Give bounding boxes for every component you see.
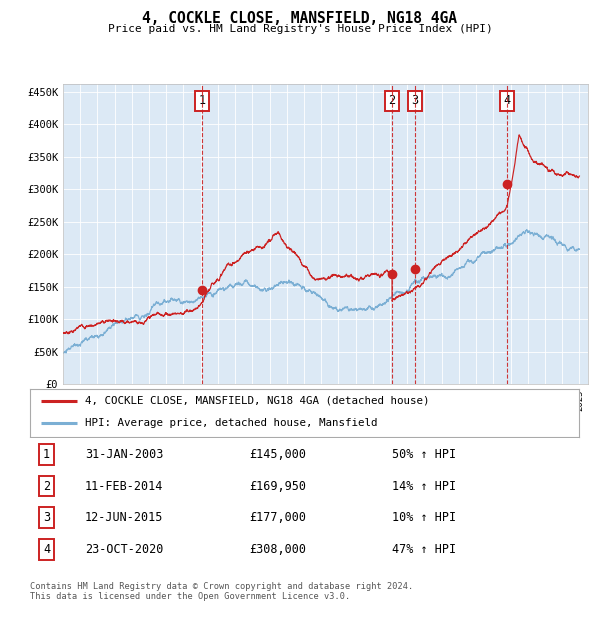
Text: 2: 2 (389, 94, 395, 107)
Text: 14% ↑ HPI: 14% ↑ HPI (392, 479, 457, 492)
Text: 4, COCKLE CLOSE, MANSFIELD, NG18 4GA (detached house): 4, COCKLE CLOSE, MANSFIELD, NG18 4GA (de… (85, 396, 430, 406)
Text: 1: 1 (43, 448, 50, 461)
Text: 12-JUN-2015: 12-JUN-2015 (85, 512, 163, 525)
Text: 2: 2 (43, 479, 50, 492)
Text: 4: 4 (43, 543, 50, 556)
Text: Contains HM Land Registry data © Crown copyright and database right 2024.
This d: Contains HM Land Registry data © Crown c… (30, 582, 413, 601)
Text: £145,000: £145,000 (250, 448, 307, 461)
Text: 1: 1 (199, 94, 206, 107)
Text: 11-FEB-2014: 11-FEB-2014 (85, 479, 163, 492)
Text: 31-JAN-2003: 31-JAN-2003 (85, 448, 163, 461)
Text: 4: 4 (504, 94, 511, 107)
Text: 3: 3 (412, 94, 419, 107)
Text: 10% ↑ HPI: 10% ↑ HPI (392, 512, 457, 525)
Text: £177,000: £177,000 (250, 512, 307, 525)
Text: £169,950: £169,950 (250, 479, 307, 492)
Text: 47% ↑ HPI: 47% ↑ HPI (392, 543, 457, 556)
Text: 3: 3 (43, 512, 50, 525)
Text: HPI: Average price, detached house, Mansfield: HPI: Average price, detached house, Mans… (85, 418, 377, 428)
Text: 50% ↑ HPI: 50% ↑ HPI (392, 448, 457, 461)
Text: 23-OCT-2020: 23-OCT-2020 (85, 543, 163, 556)
Text: 4, COCKLE CLOSE, MANSFIELD, NG18 4GA: 4, COCKLE CLOSE, MANSFIELD, NG18 4GA (143, 11, 458, 26)
Text: Price paid vs. HM Land Registry's House Price Index (HPI): Price paid vs. HM Land Registry's House … (107, 24, 493, 33)
Text: £308,000: £308,000 (250, 543, 307, 556)
